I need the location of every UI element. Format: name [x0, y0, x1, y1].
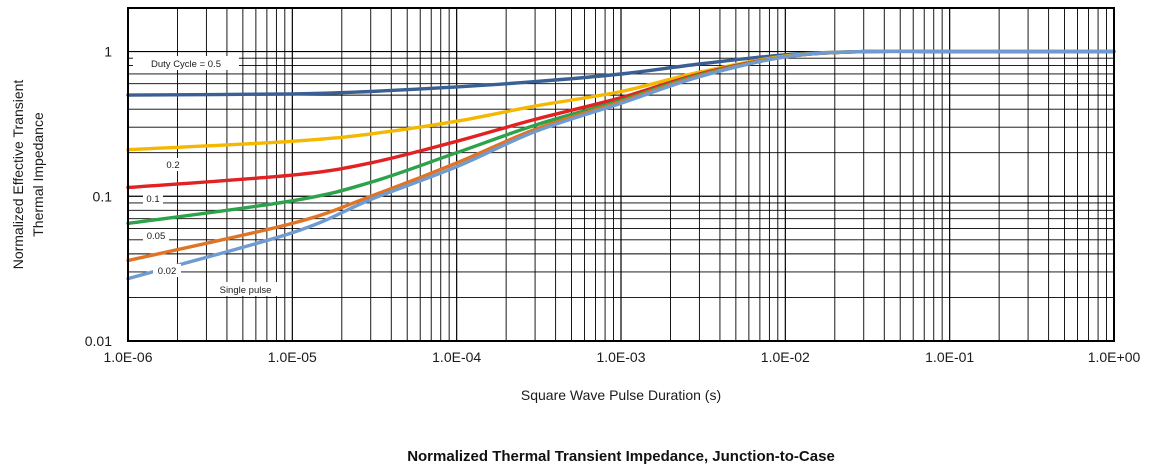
annotation-label: 0.05 [147, 231, 166, 242]
x-tick-label: 1.0E-03 [596, 349, 645, 365]
x-tick-label: 1.0E-01 [925, 349, 974, 365]
x-tick-label: 1.0E-06 [103, 349, 152, 365]
annotation-label: Single pulse [220, 285, 272, 296]
chart-title: Normalized Thermal Transient Impedance, … [407, 448, 835, 465]
y-tick-label: 0.1 [93, 188, 113, 204]
annotation-background [133, 56, 239, 70]
annotation-background [208, 282, 283, 296]
annotation-background [143, 192, 163, 205]
annotation-label: 0.1 [146, 194, 159, 205]
annotation-background [153, 264, 181, 277]
series-lines [126, 49, 1116, 281]
y-tick-label: 1 [104, 44, 112, 60]
series-annotations: Duty Cycle = 0.5 0.2 0.1 0.05 0.02 Single pul… [133, 56, 283, 296]
annotation-label: 0.2 [166, 160, 179, 171]
annotation-label: 0.02 [158, 266, 177, 277]
series-line-5 [126, 49, 1116, 281]
x-tick-label: 1.0E+00 [1088, 349, 1141, 365]
y-axis-tick-labels: 0.01 0.1 1 [85, 44, 112, 349]
annotation-background [163, 158, 183, 171]
x-tick-label: 1.0E-05 [268, 349, 317, 365]
annotation-background [143, 229, 169, 242]
annotation-label: Duty Cycle = 0.5 [151, 59, 221, 70]
y-axis-label-line-1: Normalized Effective Transient [10, 80, 26, 270]
x-axis-tick-labels: 1.0E-06 1.0E-05 1.0E-04 1.0E-03 1.0E-02 1.0E-… [103, 349, 1140, 365]
y-tick-label: 0.01 [85, 333, 112, 349]
x-tick-label: 1.0E-04 [432, 349, 481, 365]
x-tick-label: 1.0E-02 [761, 349, 810, 365]
plot-frame [127, 7, 1115, 342]
y-axis-label-line-2: Thermal Impedance [30, 112, 46, 237]
x-axis-label: Square Wave Pulse Duration (s) [521, 387, 721, 403]
